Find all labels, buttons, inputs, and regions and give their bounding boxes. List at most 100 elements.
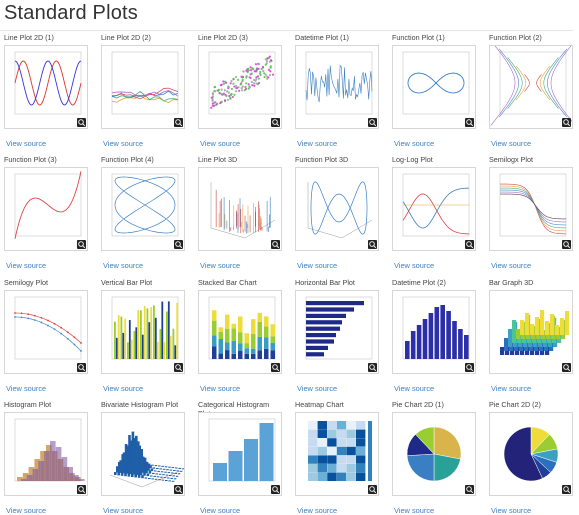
zoom-magnifier-icon[interactable]: [465, 485, 474, 494]
zoom-magnifier-icon[interactable]: [174, 118, 183, 127]
plot-thumbnail[interactable]: [392, 45, 476, 129]
view-source-link[interactable]: View source: [6, 261, 47, 270]
zoom-magnifier-icon[interactable]: [368, 240, 377, 249]
view-source-link[interactable]: View source: [297, 139, 338, 148]
plot-card: Line Plot 3D View source: [198, 155, 282, 270]
view-source-link[interactable]: View source: [394, 139, 435, 148]
view-source-link[interactable]: View source: [200, 261, 241, 270]
view-source-link[interactable]: View source: [200, 139, 241, 148]
plot-thumbnail[interactable]: [198, 167, 282, 251]
view-source-link[interactable]: View source: [491, 384, 532, 393]
view-source-link[interactable]: View source: [297, 261, 338, 270]
plot-thumbnail[interactable]: [489, 412, 573, 496]
zoom-magnifier-icon[interactable]: [77, 118, 86, 127]
plot-thumbnail[interactable]: [198, 412, 282, 496]
time-series-line-icon: [305, 51, 373, 115]
view-source-link[interactable]: View source: [491, 261, 532, 270]
plot-thumbnail[interactable]: [198, 45, 282, 129]
plot-thumbnail[interactable]: [101, 290, 185, 374]
plot-card-title: Line Plot 2D (2): [101, 33, 151, 42]
plot-card: Pie Chart 2D (2) View source: [489, 400, 573, 515]
zoom-magnifier-icon[interactable]: [77, 363, 86, 372]
plot-thumbnail[interactable]: [392, 167, 476, 251]
view-source-link[interactable]: View source: [200, 506, 241, 515]
view-source-link[interactable]: View source: [297, 506, 338, 515]
plot-thumbnail[interactable]: [295, 412, 379, 496]
view-source-link[interactable]: View source: [491, 506, 532, 515]
plot-thumbnail[interactable]: [4, 412, 88, 496]
multi-line-chart-icon: [111, 51, 179, 115]
zoom-magnifier-icon[interactable]: [271, 485, 280, 494]
plot-card-title: Pie Chart 2D (2): [489, 400, 541, 409]
plot-thumbnail[interactable]: [295, 167, 379, 251]
zoom-magnifier-icon[interactable]: [174, 240, 183, 249]
plot-thumbnail[interactable]: [101, 167, 185, 251]
plot-thumbnail[interactable]: [489, 167, 573, 251]
plot-card-title: Pie Chart 2D (1): [392, 400, 444, 409]
plot-thumbnail[interactable]: [4, 167, 88, 251]
view-source-link[interactable]: View source: [103, 506, 144, 515]
zoom-magnifier-icon[interactable]: [562, 363, 571, 372]
plot-card-title: Bivariate Histogram Plot: [101, 400, 179, 409]
view-source-link[interactable]: View source: [297, 384, 338, 393]
view-source-link[interactable]: View source: [394, 384, 435, 393]
view-source-link[interactable]: View source: [103, 139, 144, 148]
categorical-bars-icon: [208, 418, 276, 482]
plot-thumbnail[interactable]: [198, 290, 282, 374]
plot-thumbnail[interactable]: [4, 45, 88, 129]
plot-card: Datetime Plot (2) View source: [392, 278, 476, 393]
plot-card-title: Semilogy Plot: [4, 278, 48, 287]
zoom-magnifier-icon[interactable]: [77, 485, 86, 494]
view-source-link[interactable]: View source: [6, 139, 47, 148]
plot-card: Bivariate Histogram Plot View source: [101, 400, 185, 515]
zoom-magnifier-icon[interactable]: [271, 240, 280, 249]
plot-thumbnail[interactable]: [489, 45, 573, 129]
scatter-cloud-icon: [208, 51, 276, 115]
zoom-magnifier-icon[interactable]: [465, 118, 474, 127]
heatmap-grid-icon: [308, 421, 372, 481]
lissajous-curve-icon: [111, 173, 179, 237]
plot-card-title: Line Plot 2D (1): [4, 33, 54, 42]
loglog-curves-icon: [402, 173, 470, 237]
zoom-magnifier-icon[interactable]: [368, 118, 377, 127]
zoom-magnifier-icon[interactable]: [271, 118, 280, 127]
zoom-magnifier-icon[interactable]: [271, 363, 280, 372]
view-source-link[interactable]: View source: [103, 261, 144, 270]
plot-card: Line Plot 2D (2) View source: [101, 33, 185, 148]
semilogy-lines-icon: [14, 296, 82, 360]
zoom-magnifier-icon[interactable]: [368, 363, 377, 372]
plot-thumbnail[interactable]: [4, 290, 88, 374]
plot-card: Heatmap Chart View source: [295, 400, 379, 515]
zoom-magnifier-icon[interactable]: [174, 485, 183, 494]
plot-thumbnail[interactable]: [295, 290, 379, 374]
zoom-magnifier-icon[interactable]: [174, 363, 183, 372]
view-source-link[interactable]: View source: [200, 384, 241, 393]
plot-thumbnail[interactable]: [392, 290, 476, 374]
stem-3d-icon: [210, 182, 276, 239]
view-source-link[interactable]: View source: [394, 506, 435, 515]
plot-thumbnail[interactable]: [101, 412, 185, 496]
horizontal-bars-icon: [305, 296, 373, 360]
hyperbola-family-icon: [490, 46, 572, 126]
zoom-magnifier-icon[interactable]: [562, 485, 571, 494]
plot-card-title: Line Plot 2D (3): [198, 33, 248, 42]
view-source-link[interactable]: View source: [103, 384, 144, 393]
plot-card-title: Datetime Plot (1): [295, 33, 349, 42]
zoom-magnifier-icon[interactable]: [77, 240, 86, 249]
plot-card-title: Semilogx Plot: [489, 155, 533, 164]
zoom-magnifier-icon[interactable]: [562, 118, 571, 127]
zoom-magnifier-icon[interactable]: [562, 240, 571, 249]
plot-thumbnail[interactable]: [489, 290, 573, 374]
view-source-link[interactable]: View source: [6, 384, 47, 393]
plot-thumbnail[interactable]: [101, 45, 185, 129]
view-source-link[interactable]: View source: [491, 139, 532, 148]
plot-thumbnail[interactable]: [295, 45, 379, 129]
plot-card: Line Plot 2D (3) View source: [198, 33, 282, 148]
plot-card: Semilogy Plot View source: [4, 278, 88, 393]
zoom-magnifier-icon[interactable]: [368, 485, 377, 494]
zoom-magnifier-icon[interactable]: [465, 240, 474, 249]
plot-thumbnail[interactable]: [392, 412, 476, 496]
zoom-magnifier-icon[interactable]: [465, 363, 474, 372]
view-source-link[interactable]: View source: [394, 261, 435, 270]
view-source-link[interactable]: View source: [6, 506, 47, 515]
